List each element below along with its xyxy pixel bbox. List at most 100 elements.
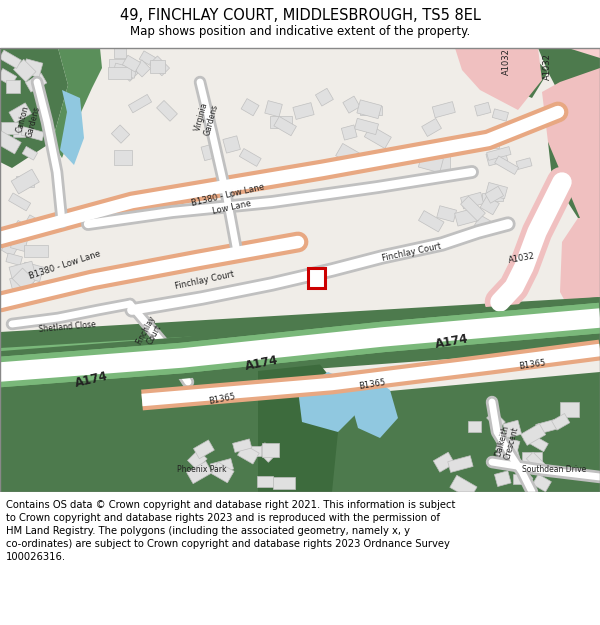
Text: Dalkeith
Crescent: Dalkeith Crescent bbox=[493, 423, 521, 461]
Bar bbox=[293, 102, 314, 119]
Text: Finchlay
Court: Finchlay Court bbox=[134, 314, 166, 351]
Bar bbox=[23, 59, 43, 78]
Bar bbox=[494, 156, 518, 174]
Bar bbox=[496, 436, 520, 455]
Bar bbox=[461, 196, 485, 221]
Bar bbox=[437, 206, 457, 222]
Polygon shape bbox=[0, 297, 600, 362]
Bar bbox=[114, 151, 131, 165]
Bar bbox=[119, 62, 138, 81]
Bar bbox=[108, 67, 131, 79]
Bar bbox=[308, 268, 325, 288]
Bar bbox=[433, 452, 455, 472]
Text: Southdean Drive: Southdean Drive bbox=[522, 466, 586, 474]
Bar bbox=[9, 261, 35, 278]
Bar bbox=[233, 439, 252, 452]
Polygon shape bbox=[455, 48, 542, 110]
Bar bbox=[21, 127, 44, 141]
Bar bbox=[13, 127, 25, 138]
Bar bbox=[418, 153, 443, 173]
Text: Contains OS data © Crown copyright and database right 2021. This information is : Contains OS data © Crown copyright and d… bbox=[6, 500, 455, 510]
Bar bbox=[128, 94, 152, 112]
Bar bbox=[12, 268, 35, 291]
Bar bbox=[10, 273, 34, 290]
Bar bbox=[474, 215, 491, 232]
Text: co-ordinates) are subject to Crown copyright and database rights 2023 Ordnance S: co-ordinates) are subject to Crown copyr… bbox=[6, 539, 450, 549]
Bar bbox=[187, 461, 212, 484]
Bar bbox=[157, 101, 178, 121]
Bar bbox=[486, 182, 508, 199]
Bar bbox=[257, 442, 277, 462]
Bar bbox=[496, 448, 520, 463]
Text: B1380 - Low Lane: B1380 - Low Lane bbox=[28, 249, 102, 281]
Bar bbox=[25, 245, 48, 257]
Bar bbox=[1, 122, 18, 134]
Text: B1365: B1365 bbox=[518, 359, 546, 371]
Bar bbox=[211, 462, 234, 482]
Polygon shape bbox=[455, 48, 548, 98]
Bar bbox=[150, 56, 170, 76]
Bar bbox=[418, 211, 444, 232]
Bar bbox=[270, 116, 292, 128]
Text: Map shows position and indicative extent of the property.: Map shows position and indicative extent… bbox=[130, 26, 470, 39]
Bar bbox=[513, 474, 529, 484]
Text: Low Lane: Low Lane bbox=[212, 199, 252, 216]
Text: 100026316.: 100026316. bbox=[6, 552, 66, 562]
Text: Virginia
Gardens: Virginia Gardens bbox=[193, 100, 220, 136]
Text: Canton
Gardens: Canton Gardens bbox=[14, 102, 41, 138]
Bar bbox=[516, 158, 532, 169]
Bar bbox=[0, 48, 600, 492]
Text: to Crown copyright and database rights 2023 and is reproduced with the permissio: to Crown copyright and database rights 2… bbox=[6, 513, 440, 523]
Bar bbox=[262, 443, 279, 457]
Text: A174: A174 bbox=[74, 370, 110, 390]
Bar bbox=[487, 411, 505, 429]
Bar bbox=[11, 169, 39, 194]
Bar bbox=[480, 138, 499, 148]
Text: Finchlay Court: Finchlay Court bbox=[175, 269, 235, 291]
Bar bbox=[495, 126, 510, 139]
Text: Phoenix Park: Phoenix Park bbox=[177, 466, 227, 474]
Bar bbox=[23, 215, 43, 234]
Polygon shape bbox=[542, 68, 600, 225]
Bar bbox=[16, 176, 34, 187]
Text: Shetland Close: Shetland Close bbox=[38, 320, 96, 334]
Bar bbox=[497, 449, 517, 458]
Bar bbox=[436, 156, 451, 171]
Bar bbox=[0, 69, 17, 86]
Polygon shape bbox=[258, 362, 342, 492]
Bar bbox=[364, 126, 391, 149]
Bar bbox=[357, 100, 382, 119]
Bar bbox=[6, 80, 20, 93]
Text: A1032: A1032 bbox=[508, 251, 536, 265]
Bar bbox=[448, 456, 473, 472]
Bar bbox=[524, 432, 548, 452]
Bar bbox=[485, 186, 503, 203]
Bar bbox=[14, 59, 36, 82]
Text: 49, FINCHLAY COURT, MIDDLESBROUGH, TS5 8EL: 49, FINCHLAY COURT, MIDDLESBROUGH, TS5 8… bbox=[119, 8, 481, 22]
Bar bbox=[0, 48, 600, 492]
Bar bbox=[265, 101, 283, 117]
Bar bbox=[355, 118, 379, 134]
Bar bbox=[122, 55, 140, 72]
Bar bbox=[455, 208, 478, 226]
Bar bbox=[109, 59, 125, 71]
Bar bbox=[432, 102, 455, 118]
Bar bbox=[150, 60, 165, 72]
Bar bbox=[522, 452, 542, 463]
Bar bbox=[6, 253, 22, 266]
Polygon shape bbox=[0, 322, 600, 392]
Bar bbox=[21, 262, 44, 282]
Polygon shape bbox=[0, 372, 262, 492]
Bar bbox=[22, 284, 41, 304]
Text: A1032: A1032 bbox=[502, 49, 511, 76]
Bar bbox=[492, 109, 509, 121]
Bar bbox=[480, 196, 499, 215]
Polygon shape bbox=[312, 372, 600, 492]
Polygon shape bbox=[0, 312, 600, 362]
Polygon shape bbox=[52, 48, 102, 158]
Bar bbox=[241, 99, 259, 116]
Polygon shape bbox=[298, 372, 358, 432]
Bar bbox=[343, 96, 360, 113]
Bar bbox=[8, 193, 31, 211]
Bar bbox=[0, 50, 22, 68]
